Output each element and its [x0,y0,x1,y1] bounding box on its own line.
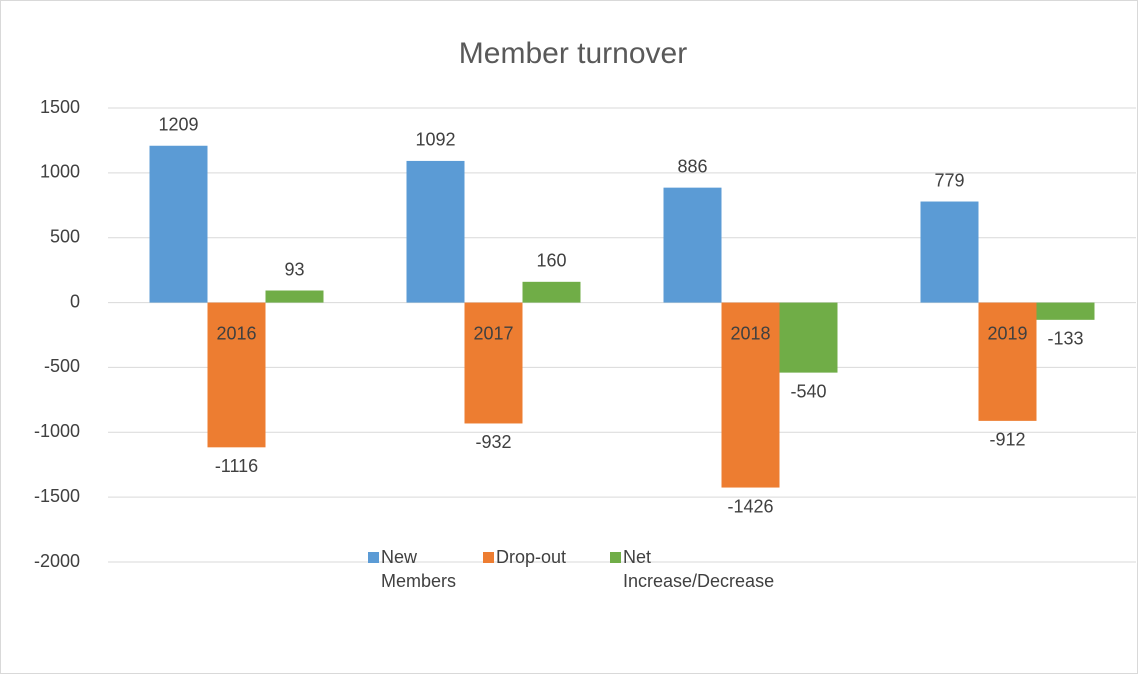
x-tick-label: 2017 [473,323,513,343]
data-label: 93 [284,259,304,279]
y-tick-label: 1000 [40,162,80,182]
data-label: 1092 [415,130,455,150]
data-label: -1116 [215,456,258,476]
data-label: -932 [475,432,511,452]
legend-swatch [483,552,494,563]
bar [149,145,208,303]
bar [522,281,581,303]
legend-item: New Members [368,545,468,593]
data-label: 779 [934,170,964,190]
data-label: -133 [1047,329,1083,349]
legend-label: Drop-out [496,547,567,567]
legend-label: Net Increase/Decrease [623,547,775,591]
bar [265,290,324,303]
legend-swatch [610,552,621,563]
bar [406,160,465,303]
data-label: -1426 [727,496,773,516]
legend: New Members Drop-out Net Increase/Decrease [0,545,1146,645]
y-tick-label: 500 [50,226,80,246]
legend-item: Net Increase/Decrease [610,545,774,593]
y-tick-label: 1500 [40,97,80,117]
bar [779,302,838,373]
bar [1036,302,1095,320]
data-label: 886 [677,156,707,176]
y-tick-label: 0 [70,291,80,311]
y-tick-label: -1000 [34,421,80,441]
data-label: 160 [536,251,566,271]
legend-item: Drop-out [483,545,603,569]
bar [464,302,523,424]
bar [721,302,780,488]
chart-title: Member turnover [459,37,687,70]
x-tick-label: 2019 [987,323,1027,343]
bar [207,302,266,448]
x-tick-label: 2018 [730,323,770,343]
data-label: -540 [790,381,826,401]
bar [978,302,1037,421]
data-label: -912 [989,430,1025,450]
data-label: 1209 [158,114,198,134]
legend-swatch [368,552,379,563]
y-tick-label: -500 [44,356,80,376]
bar [663,187,722,303]
legend-label: New Members [381,547,457,591]
y-tick-label: -1500 [34,486,80,506]
x-tick-label: 2016 [216,323,256,343]
bar [920,201,979,303]
y-tick-label: -2000 [34,551,80,571]
